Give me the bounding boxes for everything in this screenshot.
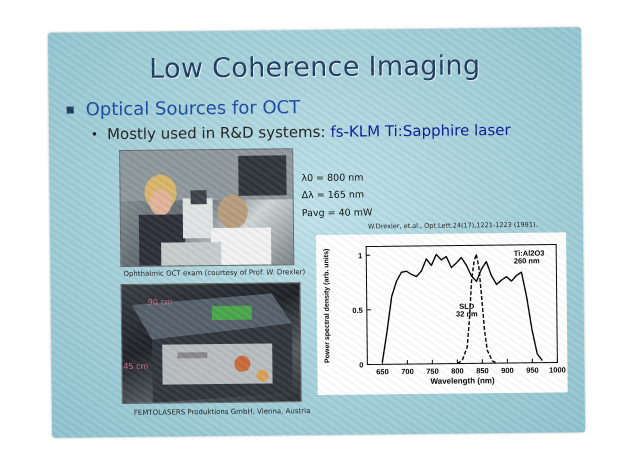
series-label-ti-width: 260 nm: [514, 256, 540, 265]
bullet1-text: Optical Sources for OCT: [85, 97, 301, 121]
reference-citation: W.Drexler, et.al., Opt.Lett.24(17),1221-…: [367, 220, 538, 231]
x-tick-label: 1000: [549, 365, 566, 374]
spectrum-chart-svg: 650 700 750 800 850 900 950 1000 0 0.5 1 Wavelength…: [323, 243, 566, 386]
series-label-sld-name: SLD: [459, 302, 475, 311]
photo-caption-bottom: FEMTOLASERS Produktions GmbH, Vienna, Au…: [133, 407, 311, 417]
param-center-wavelength: λ0 = 800 nm: [301, 172, 364, 185]
series-line-ti-al2o3: [381, 253, 543, 363]
slide-title: Low Coherence Imaging: [149, 50, 481, 85]
y-axis-label: Power spectral density (arb. units): [323, 249, 331, 363]
bullet-level2: • Mostly used in R&D systems: fs-KLM Ti:…: [91, 121, 511, 143]
photo-caption-top: Ophthalmic OCT exam (courtesy of Prof. W…: [123, 268, 306, 279]
x-tick-label: 950: [526, 366, 539, 375]
series-line-sld: [456, 253, 498, 365]
laser-photo: [120, 282, 302, 405]
dot-bullet-icon: •: [90, 127, 99, 142]
series-label-ti-name: Ti:Al2O3: [514, 249, 545, 258]
dimension-width: 90 cm: [147, 297, 173, 307]
y-tick-label: 0: [359, 361, 363, 370]
square-bullet-icon: [66, 106, 74, 114]
x-tick-label: 850: [476, 366, 489, 375]
spectrum-chart: 650 700 750 800 850 900 950 1000 0 0.5 1 Wavelength…: [316, 232, 568, 395]
y-tick-label: 0.5: [352, 306, 363, 315]
x-axis-label: Wavelength (nm): [430, 376, 495, 386]
bullet2-prefix: Mostly used in R&D systems:: [106, 122, 326, 144]
x-tick-label: 700: [401, 367, 414, 376]
x-tick-label: 750: [426, 367, 439, 376]
param-bandwidth: Δλ = 165 nm: [301, 189, 365, 202]
x-tick-label: 800: [451, 366, 464, 375]
x-tick-label: 650: [376, 367, 389, 376]
slide: Low Coherence Imaging Optical Sources fo…: [47, 27, 586, 438]
y-tick-label: 1: [358, 251, 362, 260]
plot-frame: [365, 243, 558, 365]
x-tick-label: 900: [501, 366, 514, 375]
dimension-height: 45 cm: [123, 361, 149, 372]
bullet2-highlight: fs-KLM Ti:Sapphire laser: [330, 120, 511, 141]
series-label-sld-width: 32 nm: [456, 309, 478, 318]
ophthalmic-exam-photo: [119, 148, 295, 268]
bullet-level1: Optical Sources for OCT: [66, 97, 301, 121]
param-average-power: Pavg = 40 mW: [301, 207, 373, 220]
